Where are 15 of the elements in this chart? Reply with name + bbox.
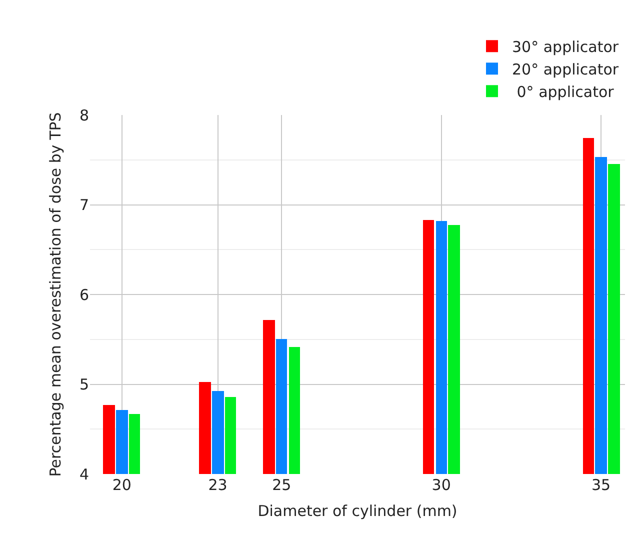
y-tick-label: 7 (79, 196, 89, 214)
x-tick-label: 20 (112, 476, 132, 494)
legend-label: 20° applicator (512, 60, 620, 78)
x-tick-label: 25 (272, 476, 292, 494)
x-tick-label: 23 (208, 476, 228, 494)
x-tick-label: 30 (432, 476, 451, 494)
y-tick-label: 6 (79, 286, 89, 304)
y-tick-label: 8 (79, 106, 89, 124)
legend-label: 30° applicator (512, 38, 620, 56)
x-axis-title: Diameter of cylinder (mm) (258, 502, 458, 520)
y-tick-label: 4 (79, 465, 89, 484)
y-axis-title: Percentage mean overestimation of dose by TPS (46, 112, 65, 477)
x-tick-label: 35 (591, 476, 611, 494)
legend-label: 0° applicator (512, 82, 615, 101)
y-tick-label: 5 (79, 376, 89, 394)
